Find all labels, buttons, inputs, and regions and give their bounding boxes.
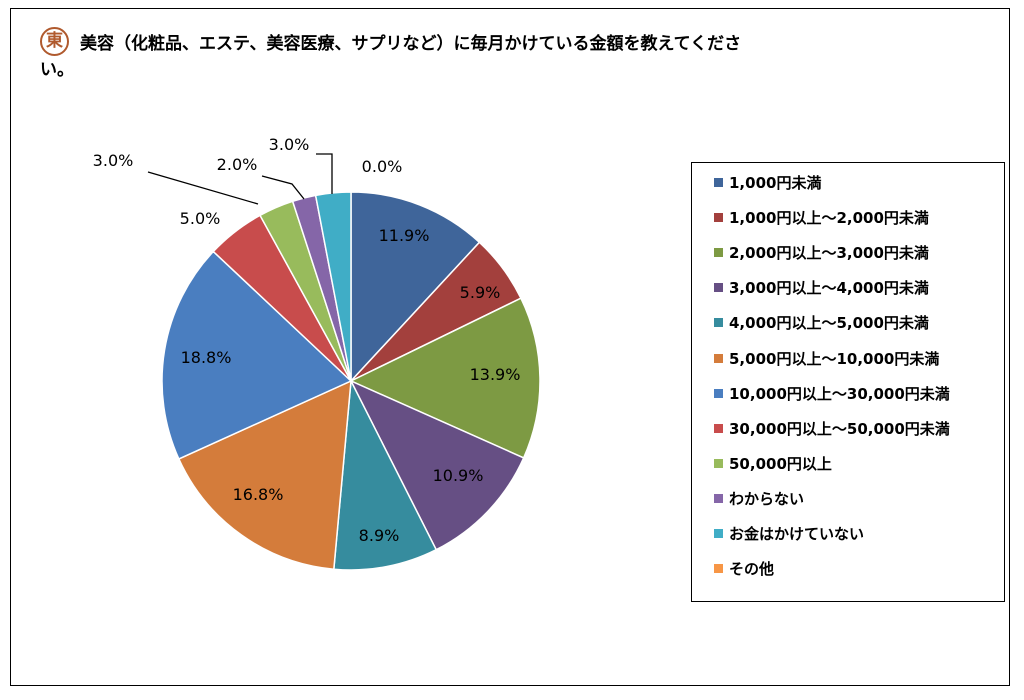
- chart-title-line2: い。: [40, 60, 74, 80]
- data-label: 5.0%: [180, 209, 221, 228]
- pie-slice: [161, 250, 353, 460]
- legend-item: 5,000円以上～10,000円未満: [714, 348, 939, 370]
- legend-label: 2,000円以上～3,000円未満: [729, 244, 929, 263]
- legend-swatch: [714, 213, 723, 223]
- legend-swatch: [714, 458, 723, 468]
- legend-item: 3,000円以上～4,000円未満: [714, 277, 929, 299]
- data-label: 13.9%: [470, 365, 521, 384]
- legend-swatch: [714, 283, 723, 293]
- legend-label: 5,000円以上～10,000円未満: [729, 349, 940, 368]
- pie-slice: [333, 378, 438, 571]
- data-label: 3.0%: [93, 151, 134, 170]
- legend-item: 10,000円以上～30,000円未満: [714, 383, 950, 405]
- chart-frame: [10, 8, 1010, 686]
- legend-item: 1,000円以上～2,000円未満: [714, 207, 929, 229]
- legend-item: お金はかけていない: [714, 523, 864, 545]
- leader-line: [147, 171, 259, 205]
- pie-slice: [349, 379, 525, 551]
- legend-swatch: [714, 529, 723, 538]
- data-label: 18.8%: [181, 348, 232, 367]
- legend-swatch: [714, 318, 723, 328]
- legend-item: わからない: [714, 488, 804, 510]
- pie-slice: [177, 379, 352, 571]
- legend-label: その他: [729, 560, 775, 579]
- pie-slice: [350, 191, 481, 383]
- legend-swatch: [714, 178, 723, 187]
- logo-icon: 東: [40, 27, 69, 56]
- legend-swatch: [714, 353, 723, 363]
- legend-item: 30,000円以上～50,000円未満: [714, 418, 950, 440]
- pie-slice: [349, 297, 541, 459]
- legend-label: お金はかけていない: [729, 525, 865, 543]
- legend-swatch: [714, 493, 723, 503]
- legend-label: 10,000円以上～30,000円未満: [729, 384, 950, 403]
- leader-line: [261, 175, 305, 200]
- data-label: 10.9%: [433, 466, 484, 485]
- legend-label: 30,000円以上～50,000円未満: [729, 419, 950, 438]
- data-label: 2.0%: [217, 155, 258, 174]
- legend-label: 1,000円未満: [729, 174, 822, 192]
- legend: 1,000円未満 1,000円以上～2,000円未満 2,000円以上～3,000円…: [691, 162, 1005, 602]
- legend-swatch: [714, 564, 723, 574]
- legend-item: その他: [714, 558, 774, 580]
- data-label: 3.0%: [269, 135, 310, 154]
- legend-swatch: [714, 423, 723, 433]
- legend-label: わからない: [729, 489, 805, 508]
- legend-label: 50,000円以上: [729, 454, 832, 473]
- legend-item: 2,000円以上～3,000円未満: [714, 242, 929, 264]
- legend-label: 1,000円以上～2,000円未満: [729, 209, 929, 228]
- data-label: 16.8%: [233, 485, 284, 504]
- data-label: 5.9%: [460, 283, 501, 302]
- legend-item: 4,000円以上～5,000円未満: [714, 312, 929, 334]
- pie-slice: [314, 191, 352, 382]
- chart-title: 美容（化粧品、エステ、美容医療、サプリなど）に毎月かけている金額を教えてくださ: [80, 34, 742, 54]
- data-label: 11.9%: [379, 226, 430, 245]
- data-label: 8.9%: [359, 526, 400, 545]
- legend-swatch: [714, 388, 723, 398]
- legend-item: 50,000円以上: [714, 453, 832, 475]
- legend-label: 4,000円以上～5,000円未満: [729, 314, 929, 333]
- leader-line: [316, 153, 333, 194]
- legend-label: 3,000円以上～4,000円未満: [729, 279, 929, 298]
- data-label: 0.0%: [362, 157, 403, 176]
- legend-item: 1,000円未満: [714, 172, 821, 194]
- legend-swatch: [714, 248, 723, 258]
